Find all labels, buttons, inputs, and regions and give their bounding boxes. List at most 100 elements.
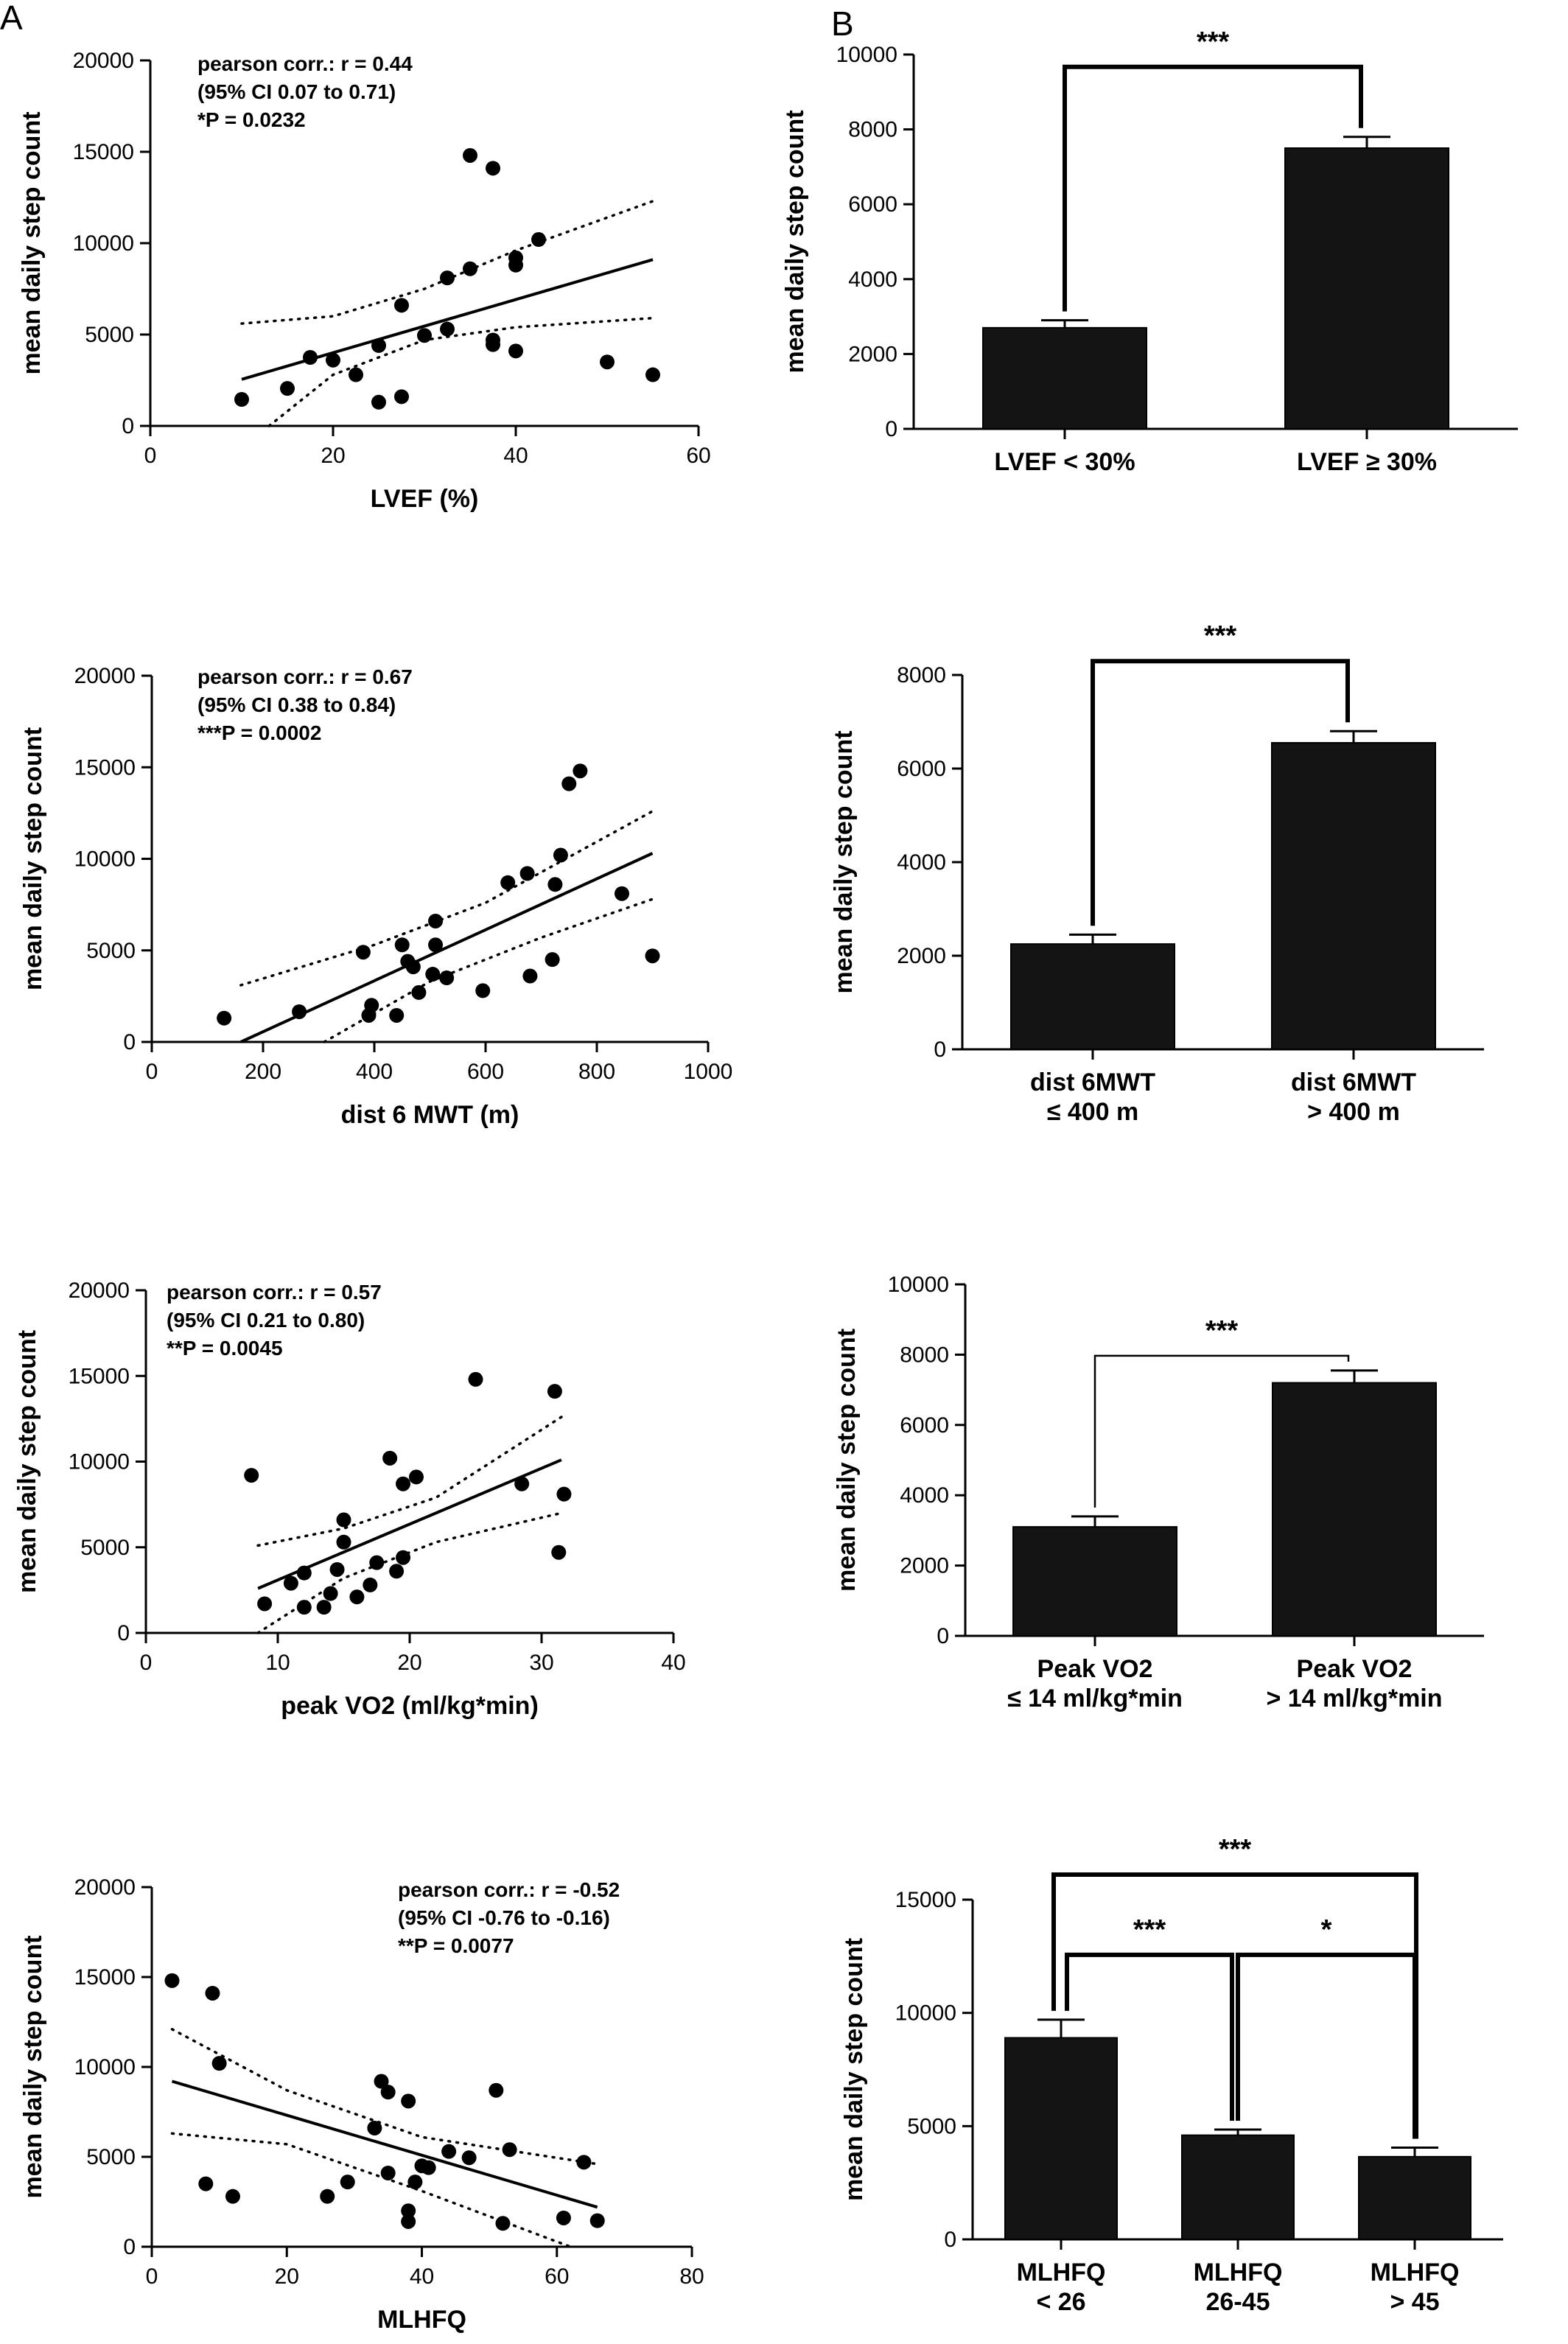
data-point [316, 1600, 332, 1615]
stat-annotation-line3: ***P = 0.0002 [197, 721, 321, 744]
y-axis-title: mean daily step count [19, 1935, 47, 2198]
bar-chart-b2: 0 2000 4000 6000 8000 mean daily step count di… [830, 620, 1484, 1126]
y-tick-label: 0 [117, 1621, 130, 1645]
data-point [164, 1973, 180, 1988]
category-label: ≤ 14 ml/kg*min [1007, 1684, 1183, 1712]
data-point [441, 2144, 457, 2159]
x-tick-label: 0 [146, 2264, 158, 2289]
data-point [394, 389, 409, 405]
data-point [556, 1486, 572, 1502]
ci-lower-line [267, 316, 654, 427]
data-point [349, 1589, 365, 1605]
y-tick-label: 6000 [900, 1413, 949, 1438]
x-tick-label: 200 [245, 1060, 281, 1084]
data-point [336, 1512, 351, 1528]
data-point [421, 2160, 436, 2175]
category-label: dist 6MWT [1291, 1068, 1416, 1096]
data-point [500, 875, 516, 890]
x-tick-label: 30 [529, 1651, 553, 1675]
data-point [329, 1561, 345, 1577]
significance-bracket [1091, 659, 1350, 926]
data-point [296, 1565, 312, 1581]
x-tick-label: 800 [578, 1060, 615, 1084]
x-tick-label: 80 [679, 2264, 704, 2289]
category-label: Peak VO2 [1297, 1655, 1413, 1683]
y-tick-label: 6000 [848, 192, 897, 217]
data-point [364, 998, 379, 1013]
bar-chart-b4: 0 5000 10000 15000 mean daily step count MLHF… [840, 1834, 1503, 2316]
y-tick-label: 8000 [848, 118, 897, 142]
bar [1358, 2155, 1471, 2240]
regression-line [171, 2079, 598, 2209]
significance-label: *** [1205, 1315, 1239, 1346]
data-point [323, 1586, 338, 1601]
stat-annotation-line2: (95% CI -0.76 to -0.16) [398, 1906, 610, 1929]
y-tick-label: 4000 [848, 267, 897, 292]
ci-lower-line [170, 2132, 572, 2248]
x-tick-label: 10 [265, 1651, 290, 1675]
y-tick-label: 10000 [69, 1450, 130, 1474]
y-tick-label: 15000 [69, 1364, 130, 1388]
category-label: > 45 [1390, 2288, 1439, 2316]
data-point [600, 354, 615, 370]
data-point [380, 2165, 396, 2180]
data-point [389, 1007, 405, 1023]
x-tick-label: 60 [686, 444, 710, 468]
data-point [508, 343, 523, 359]
bar [1004, 2037, 1118, 2241]
data-point [320, 2189, 335, 2204]
stat-annotation-line3: **P = 0.0077 [398, 1934, 514, 1957]
data-point [461, 2150, 477, 2166]
stat-annotation-line3: *P = 0.0232 [197, 108, 306, 131]
data-point [547, 877, 563, 892]
stat-annotation-line2: (95% CI 0.38 to 0.84) [197, 693, 396, 716]
data-point [556, 2210, 571, 2225]
data-point [440, 321, 455, 337]
data-point [326, 352, 340, 368]
x-tick-label: 0 [146, 1060, 158, 1084]
data-point [463, 147, 477, 163]
data-point [519, 866, 535, 881]
data-point [374, 2074, 389, 2089]
y-tick-label: 0 [122, 414, 134, 438]
stat-annotation-line1: pearson corr.: r = -0.52 [398, 1878, 620, 1901]
y-tick-label: 0 [944, 2228, 956, 2252]
significance-bracket [1065, 1952, 1234, 2121]
x-tick-label: 0 [144, 444, 157, 468]
data-point [561, 776, 577, 791]
bar [1271, 742, 1436, 1050]
data-point [394, 298, 409, 313]
category-label: > 400 m [1307, 1098, 1400, 1126]
data-point [645, 948, 660, 964]
y-tick-label: 8000 [897, 663, 946, 688]
data-point [371, 394, 386, 410]
x-tick-label: 40 [503, 444, 528, 468]
data-point [417, 328, 432, 343]
data-point [292, 1004, 307, 1019]
data-point [296, 1600, 312, 1615]
y-tick-label: 5000 [907, 2114, 956, 2138]
data-point [371, 337, 386, 353]
stat-annotation-line2: (95% CI 0.21 to 0.80) [167, 1309, 365, 1332]
data-point [531, 232, 546, 248]
y-tick-label: 10000 [74, 847, 136, 872]
y-tick-label: 10000 [836, 43, 897, 67]
bar [1010, 943, 1175, 1050]
panel-label-a: A [0, 0, 23, 37]
y-tick-label: 0 [885, 417, 897, 441]
y-axis-title: mean daily step count [18, 111, 46, 374]
scatter-chart-a1: 0 5000 10000 15000 20000 0 20 40 60 LVEF (%) mean … [18, 49, 711, 513]
x-tick-label: 600 [467, 1060, 504, 1084]
data-point [380, 2085, 396, 2100]
data-point [463, 261, 477, 276]
bar-chart-b1: 0 2000 4000 6000 8000 10000 mean daily step co… [781, 27, 1518, 476]
y-tick-label: 15000 [73, 140, 134, 164]
y-tick-label: 5000 [86, 2145, 136, 2169]
data-point [396, 1550, 411, 1565]
y-tick-label: 15000 [74, 755, 136, 780]
data-point [428, 937, 444, 953]
data-point [486, 161, 500, 176]
data-point [508, 257, 523, 273]
data-point [363, 1577, 378, 1592]
y-tick-label: 5000 [80, 1536, 130, 1560]
